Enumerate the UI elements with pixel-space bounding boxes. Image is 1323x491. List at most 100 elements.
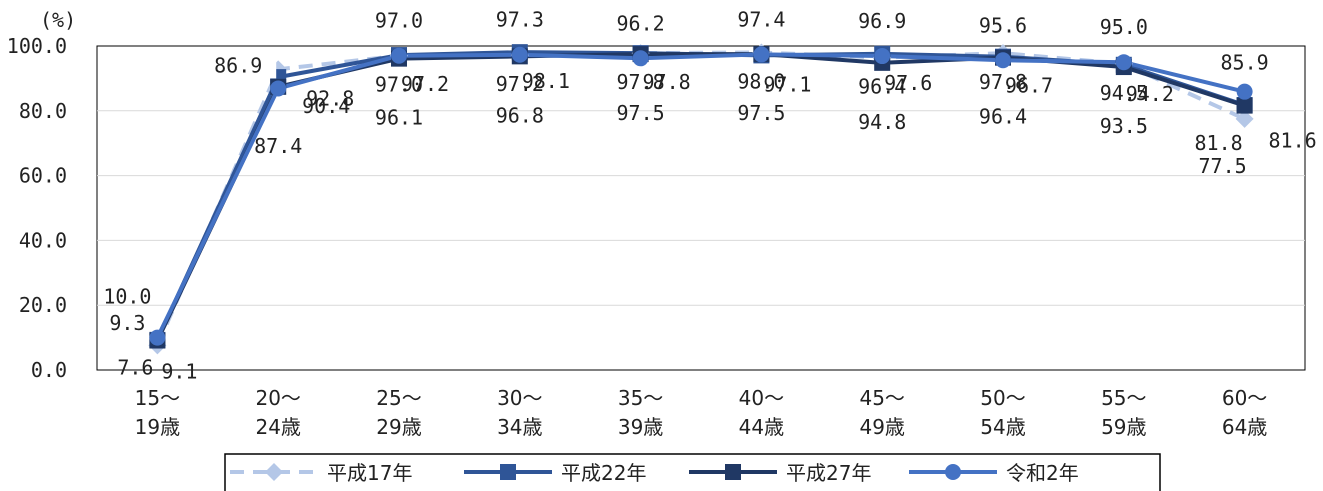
data-label: 94.8 bbox=[858, 110, 906, 134]
x-category-line: 40～ bbox=[739, 386, 784, 410]
data-label: 9.1 bbox=[161, 360, 197, 384]
data-point bbox=[511, 46, 528, 63]
data-label-bg bbox=[200, 52, 277, 79]
series-lines bbox=[155, 50, 1246, 347]
data-label: 94.5 bbox=[1100, 81, 1148, 105]
x-category-label: 20～ 24歳 bbox=[255, 386, 300, 439]
data-label: 97.1 bbox=[763, 72, 811, 96]
data-label: 77.5 bbox=[1199, 154, 1247, 178]
x-category-line: 24歳 bbox=[255, 415, 300, 439]
x-category-label: 55～ 59歳 bbox=[1101, 386, 1146, 439]
x-category-line: 45～ bbox=[859, 386, 904, 410]
data-point bbox=[753, 46, 770, 63]
x-category-line: 44歳 bbox=[739, 415, 784, 439]
data-point bbox=[1236, 97, 1253, 114]
data-label: 9.3 bbox=[109, 311, 145, 335]
x-category-label: 15～ 19歳 bbox=[135, 386, 180, 439]
data-label: 97.2 bbox=[496, 72, 544, 96]
gridlines bbox=[96, 45, 1306, 371]
x-category-label: 35～ 39歳 bbox=[618, 386, 663, 439]
x-category-label: 60～ 64歳 bbox=[1222, 386, 1267, 439]
data-label: 97.8 bbox=[643, 70, 691, 94]
data-label: 98.0 bbox=[737, 69, 785, 93]
data-label: 97.4 bbox=[737, 7, 785, 31]
legend-marker bbox=[725, 464, 741, 480]
data-label: 97.5 bbox=[737, 101, 785, 125]
data-label: 96.4 bbox=[858, 75, 906, 99]
x-category-line: 55～ bbox=[1101, 386, 1146, 410]
legend-label: 平成27年 bbox=[786, 461, 871, 485]
data-point bbox=[1235, 109, 1254, 128]
legend-entry-0: 平成17年 bbox=[230, 461, 412, 485]
y-tick-label: 0.0 bbox=[31, 358, 67, 382]
x-category-line: 50～ bbox=[980, 386, 1025, 410]
y-axis-unit-label: (%) bbox=[40, 8, 76, 32]
x-category-label: 40～ 44歳 bbox=[739, 386, 784, 439]
data-label: 81.6 bbox=[1269, 129, 1317, 153]
data-label: 85.9 bbox=[1221, 51, 1269, 75]
x-category-line: 29歳 bbox=[376, 415, 421, 439]
data-label: 97.8 bbox=[617, 70, 665, 94]
data-label: 97.0 bbox=[375, 73, 423, 97]
x-category-line: 60～ bbox=[1222, 386, 1267, 410]
y-tick-label: 60.0 bbox=[19, 164, 67, 188]
data-point bbox=[270, 80, 287, 97]
x-category-label: 25～ 29歳 bbox=[376, 386, 421, 439]
legend-entry-1: 平成22年 bbox=[464, 461, 646, 485]
data-point bbox=[1236, 83, 1253, 100]
data-label: 94.2 bbox=[1126, 82, 1174, 106]
data-point bbox=[995, 52, 1011, 69]
y-axis-ticks: 0.0 20.0 40.0 60.0 80.0 100.0 bbox=[7, 34, 67, 382]
x-category-line: 19歳 bbox=[135, 415, 180, 439]
data-label: 97.2 bbox=[401, 72, 449, 96]
x-category-line: 35～ bbox=[618, 386, 663, 410]
data-label: 96.7 bbox=[1005, 74, 1053, 98]
y-tick-label: 80.0 bbox=[19, 99, 67, 123]
plot-frame bbox=[96, 45, 1306, 371]
data-labels: 7.692.897.0 97.2 97.8 98.0 96.4 97.8 94.577.59… bbox=[103, 7, 1316, 383]
series-line-3 bbox=[155, 52, 1246, 339]
data-label: 81.8 bbox=[1195, 131, 1243, 155]
data-label: 95.6 bbox=[979, 13, 1027, 37]
data-point bbox=[874, 48, 891, 65]
data-label: 96.4 bbox=[979, 105, 1027, 129]
x-category-line: 20～ bbox=[255, 386, 300, 410]
data-label: 10.0 bbox=[103, 285, 151, 309]
legend-label: 平成17年 bbox=[327, 461, 412, 485]
data-label: 93.5 bbox=[1100, 114, 1148, 138]
data-label: 97.6 bbox=[884, 71, 932, 95]
x-category-line: 64歳 bbox=[1222, 415, 1267, 439]
data-label: 87.4 bbox=[254, 134, 302, 158]
data-label: 7.6 bbox=[117, 355, 153, 379]
data-label: 96.1 bbox=[375, 106, 423, 130]
x-category-line: 59歳 bbox=[1101, 415, 1146, 439]
data-label: 98.1 bbox=[522, 69, 570, 93]
data-label: 97.3 bbox=[496, 8, 544, 32]
data-label: 95.0 bbox=[1100, 15, 1148, 39]
x-category-line: 15～ bbox=[135, 386, 180, 410]
x-category-label: 30～ 34歳 bbox=[497, 386, 542, 439]
data-point bbox=[149, 329, 166, 346]
x-category-line: 54歳 bbox=[980, 415, 1025, 439]
data-label: 96.8 bbox=[496, 103, 544, 127]
data-label: 90.4 bbox=[302, 94, 350, 118]
legend-entry-2: 平成27年 bbox=[689, 461, 871, 485]
legend-label: 令和2年 bbox=[1006, 461, 1079, 485]
x-category-line: 49歳 bbox=[859, 415, 904, 439]
x-category-line: 34歳 bbox=[497, 415, 542, 439]
legend-entry-3: 令和2年 bbox=[909, 461, 1079, 485]
legend: 平成17年 平成22年 平成27年 令和2年 bbox=[224, 453, 1161, 491]
legend-marker bbox=[500, 464, 516, 480]
data-label: 96.2 bbox=[617, 11, 665, 35]
data-label: 97.0 bbox=[375, 9, 423, 33]
legend-marker bbox=[945, 464, 961, 480]
x-category-line: 39歳 bbox=[618, 415, 663, 439]
data-label: 92.8 bbox=[306, 86, 354, 110]
data-label: 97.8 bbox=[979, 70, 1027, 94]
x-category-line: 25～ bbox=[376, 386, 421, 410]
x-category-label: 50～ 54歳 bbox=[980, 386, 1025, 439]
data-point bbox=[391, 47, 407, 64]
legend-marker bbox=[265, 463, 283, 481]
